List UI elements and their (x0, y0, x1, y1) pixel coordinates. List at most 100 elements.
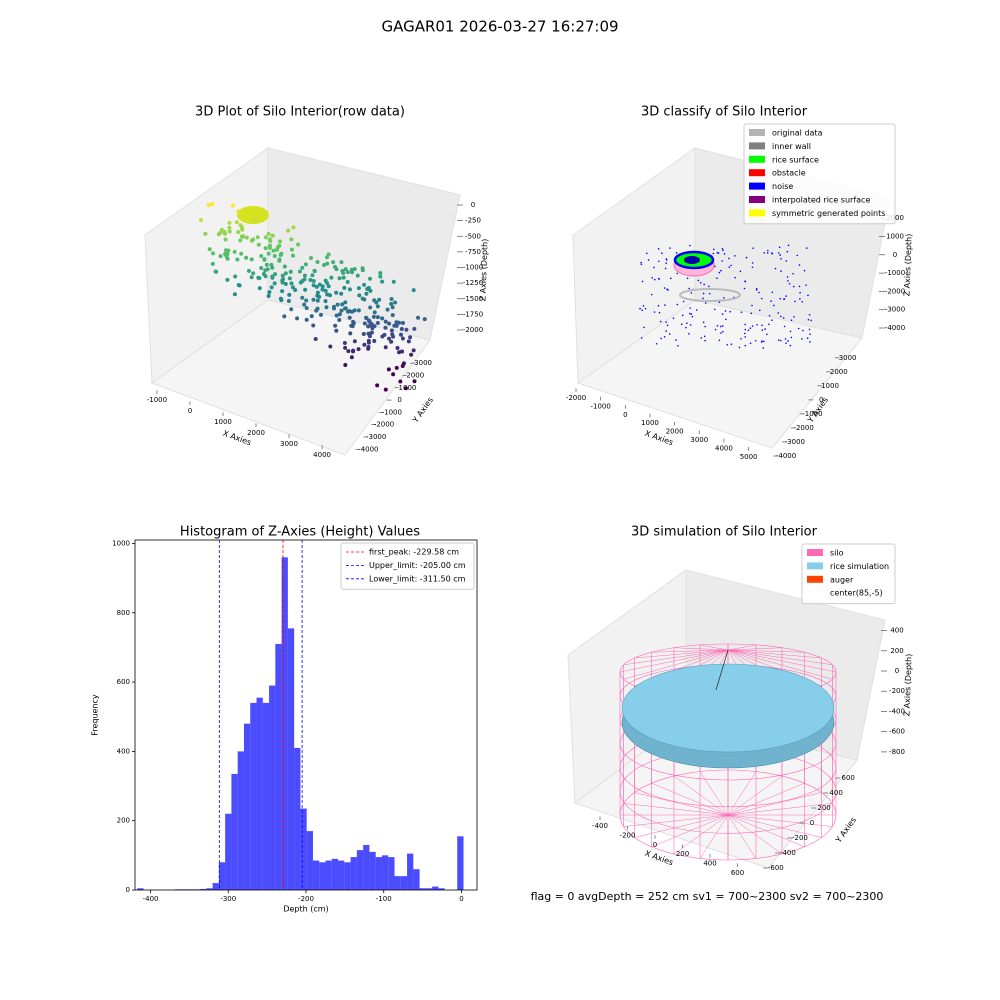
decor-silo-line (623, 803, 729, 816)
decor-point (740, 311, 743, 314)
decor-point (688, 332, 690, 335)
bar (356, 850, 364, 890)
decor-silo-line (727, 814, 805, 848)
legend-swatch (807, 549, 823, 556)
decor-point (668, 333, 671, 335)
decor-point (721, 330, 724, 333)
decor-point (378, 274, 383, 279)
decor-core (684, 256, 700, 264)
decor-point (272, 281, 277, 286)
legend-label: inner wall (772, 142, 811, 151)
decor-point (785, 260, 788, 262)
bar (312, 860, 320, 890)
z-tick-label: 1000 (886, 232, 904, 240)
decor-point (749, 327, 752, 330)
decor-point (343, 267, 348, 272)
decor-point (383, 387, 388, 392)
z-tick-label: -1000 (885, 269, 905, 277)
bar (438, 888, 445, 890)
decor-point (396, 320, 401, 325)
legend-swatch (749, 196, 765, 203)
y-tick-label: 600 (117, 678, 130, 686)
decor-silo-line (727, 771, 757, 816)
decor-point (744, 323, 746, 326)
decor-point (770, 300, 772, 302)
y-tick-label: 0 (126, 886, 130, 894)
decor-point (718, 339, 721, 342)
y-tick-label: 200 (817, 804, 830, 812)
bar (407, 853, 414, 890)
decor-silo-line (727, 644, 756, 651)
bar (457, 836, 464, 890)
decor-point (766, 252, 769, 254)
decor-point (645, 252, 648, 255)
decor-silo-line (699, 814, 729, 859)
decor-silo-line (634, 649, 729, 659)
decor-point (641, 280, 644, 283)
decor-point (210, 261, 215, 266)
decor-point (266, 231, 271, 236)
decor-point (266, 293, 271, 298)
decor-point (805, 247, 808, 249)
decor-point (343, 345, 348, 350)
decor-point (675, 252, 678, 254)
decor-silo-line (727, 814, 757, 859)
decor-point (383, 345, 388, 350)
decor-point (326, 284, 331, 289)
decor-point (244, 235, 249, 240)
decor-point (738, 346, 741, 349)
legend-label: noise (772, 182, 793, 191)
decor-point (287, 292, 292, 297)
decor-point (308, 255, 313, 260)
decor-point (657, 248, 660, 250)
bar (344, 862, 351, 890)
decor-point (246, 268, 251, 273)
decor-point (713, 308, 716, 311)
decor-point (236, 209, 241, 214)
decor-point (210, 202, 215, 207)
decor-point (657, 260, 660, 263)
decor-point (739, 270, 742, 273)
decor-point (263, 274, 268, 279)
y-axis-label: Frequency (91, 694, 100, 736)
decor-point (743, 287, 746, 290)
decor-point (708, 285, 710, 288)
decor-point (747, 329, 750, 332)
decor-silo-line (727, 775, 783, 816)
decor-point (398, 332, 403, 337)
decor-point (251, 237, 256, 242)
legend-label: Lower_limit: -311.50 cm (369, 574, 466, 583)
bar (200, 888, 207, 890)
x-tick-label: 1000 (641, 419, 659, 427)
decor-point (778, 246, 781, 249)
bar (425, 888, 433, 890)
decor-point (702, 292, 705, 295)
decor-point (249, 275, 254, 280)
decor-point (792, 272, 794, 275)
decor-point (282, 264, 287, 269)
decor-point (369, 330, 374, 335)
decor-point (416, 315, 421, 320)
decor-point (348, 331, 353, 336)
decor-point (779, 339, 782, 342)
decor-point (325, 292, 330, 297)
decor-point (773, 304, 775, 307)
decor-point (728, 257, 730, 260)
decor-point (665, 258, 668, 260)
decor-point (350, 270, 355, 275)
decor-point (366, 340, 371, 345)
legend-label: silo (830, 549, 844, 558)
decor-point (386, 367, 391, 372)
decor-point (269, 285, 274, 290)
decor-point (702, 297, 704, 300)
legend-swatch (749, 169, 765, 177)
decor-point (686, 277, 689, 280)
decor-point (760, 297, 763, 300)
y-tick-label: 0 (397, 396, 401, 404)
decor-point (226, 248, 231, 253)
pane (150, 299, 431, 456)
decor-point (227, 229, 232, 234)
decor-silo-line (727, 814, 822, 838)
decor-point (677, 344, 679, 347)
z-axis-label: Z Axies (Depth) (902, 234, 913, 297)
